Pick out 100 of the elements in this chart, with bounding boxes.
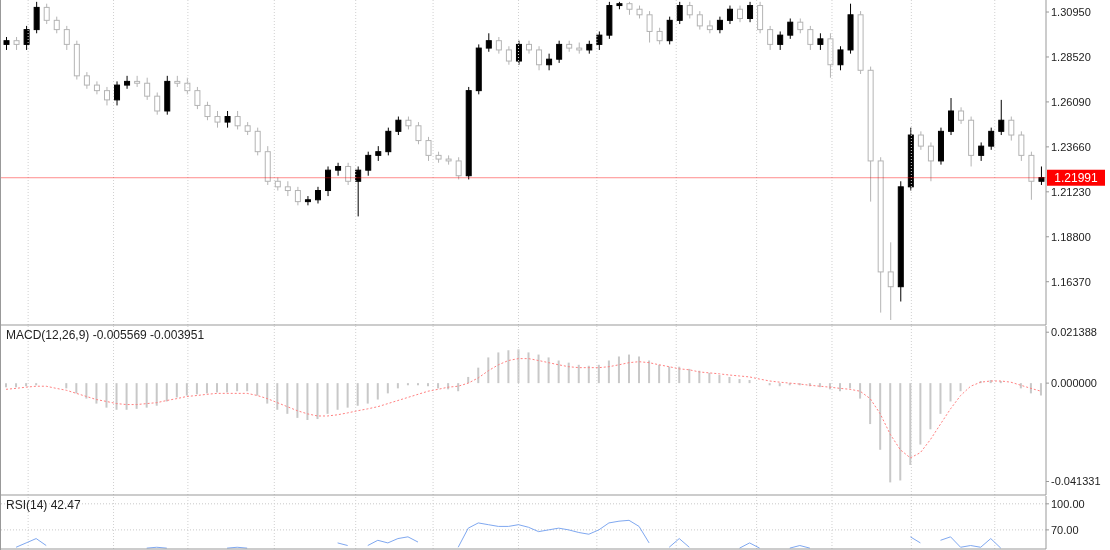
bar	[427, 383, 430, 387]
bar	[487, 357, 490, 384]
candlestick	[335, 162, 342, 177]
bar	[1019, 383, 1022, 389]
candlestick	[395, 116, 402, 136]
chart-title: RSI(14) 42.47	[6, 498, 81, 512]
bar	[507, 350, 510, 384]
bar	[879, 383, 882, 450]
candlestick	[536, 45, 543, 71]
bar	[607, 360, 610, 384]
y-tick-label: 1.28520	[1051, 50, 1091, 63]
bar	[35, 383, 38, 386]
candlestick	[234, 110, 241, 130]
bar	[547, 357, 550, 384]
bar	[65, 383, 68, 389]
bar	[226, 383, 229, 393]
chart-title: MACD(12,26,9) -0.005569 -0.003951	[6, 328, 205, 342]
candlestick	[546, 53, 553, 71]
bar	[818, 383, 821, 388]
bar	[205, 383, 208, 394]
bar	[537, 354, 540, 384]
candlestick	[807, 25, 814, 51]
bar	[125, 383, 128, 410]
candlestick	[666, 16, 673, 45]
bar	[115, 383, 118, 410]
bar	[326, 383, 329, 414]
bar	[849, 383, 852, 389]
candlestick	[706, 19, 713, 34]
y-tick-label: 1.18800	[1051, 230, 1091, 243]
y-tick-label: 0.021388	[1051, 326, 1097, 339]
bar	[406, 383, 409, 386]
y-tick-label: 1.26090	[1051, 95, 1091, 108]
bar	[216, 383, 219, 393]
bar	[708, 372, 711, 384]
bar	[939, 383, 942, 414]
bar	[145, 383, 148, 408]
candlestick	[455, 156, 462, 180]
candlestick	[998, 99, 1005, 136]
candlestick	[917, 130, 924, 151]
bar	[728, 376, 731, 384]
candlestick	[556, 40, 563, 64]
candlestick	[988, 127, 995, 151]
candlestick	[154, 91, 161, 116]
candlestick	[325, 165, 332, 197]
y-tick-label: 1.30950	[1051, 5, 1091, 18]
y-tick-label: 1.16370	[1051, 275, 1091, 288]
candlestick	[837, 45, 844, 71]
bar	[376, 383, 379, 400]
candlestick	[887, 241, 894, 321]
candlestick	[948, 97, 955, 136]
bar	[959, 383, 962, 392]
bar	[175, 383, 178, 398]
bar	[15, 383, 18, 388]
candlestick	[1008, 116, 1015, 142]
candlestick	[676, 1, 683, 25]
bar	[1039, 383, 1042, 396]
bar	[346, 383, 349, 408]
bar	[688, 368, 691, 384]
bar	[497, 352, 500, 384]
candlestick	[33, 1, 40, 34]
bar	[396, 383, 399, 389]
bar	[316, 383, 319, 420]
bar	[567, 362, 570, 384]
bar	[246, 383, 249, 392]
bar	[286, 383, 289, 414]
bar	[658, 364, 661, 384]
bar	[416, 383, 419, 386]
bar	[587, 365, 590, 384]
bar	[627, 354, 630, 384]
candlestick	[767, 25, 774, 51]
candlestick	[43, 3, 50, 25]
bar	[256, 383, 259, 396]
candlestick	[1038, 165, 1045, 186]
candlestick	[63, 25, 70, 51]
bar	[306, 383, 309, 421]
bar	[135, 383, 138, 409]
candlestick	[23, 25, 30, 51]
line-series	[5, 358, 1042, 459]
candlestick	[425, 136, 432, 162]
candlestick	[696, 10, 703, 31]
candlestick	[93, 80, 100, 95]
ref-line-label: 1.21991	[1054, 170, 1099, 185]
candlestick	[526, 40, 532, 55]
y-tick-label: 1.23660	[1051, 140, 1091, 153]
bar	[437, 383, 440, 389]
bar	[668, 366, 671, 384]
candlestick	[927, 141, 934, 182]
bar	[75, 383, 78, 394]
bar	[718, 375, 721, 384]
bar	[748, 380, 751, 384]
candlestick	[415, 121, 422, 145]
bar	[386, 383, 389, 394]
bar	[949, 383, 952, 402]
candlestick	[144, 77, 151, 101]
candlestick	[646, 10, 653, 44]
bar	[919, 383, 922, 445]
candlestick	[365, 151, 372, 177]
bar	[738, 379, 741, 384]
bar	[838, 383, 841, 392]
bar	[366, 383, 369, 404]
